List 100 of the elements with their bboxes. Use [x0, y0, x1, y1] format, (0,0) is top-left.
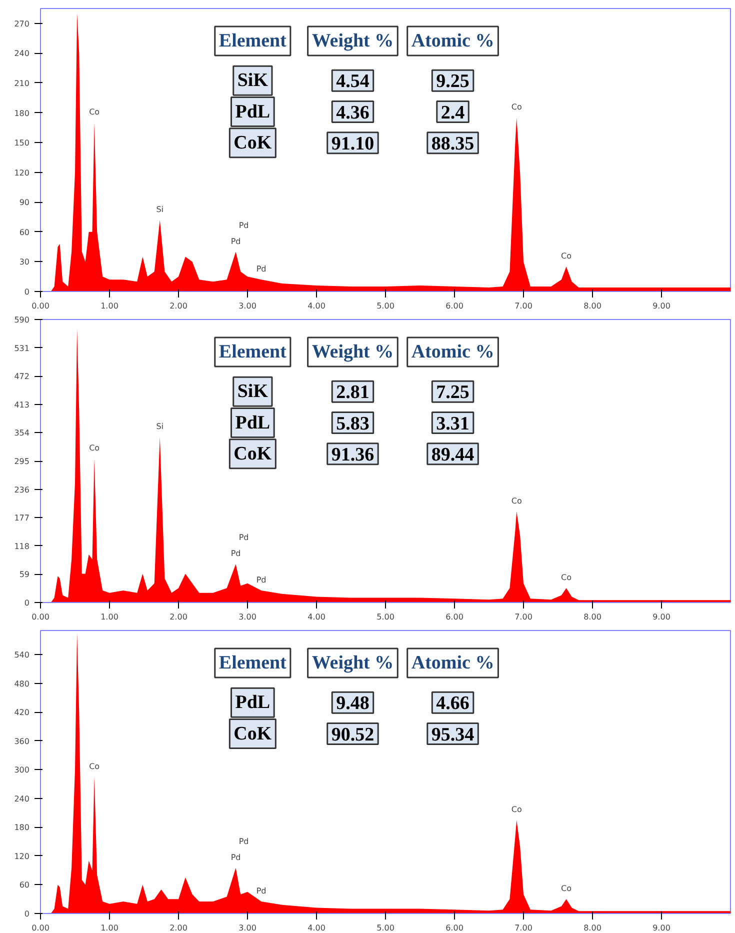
x-tick-label: 0.00 — [32, 924, 50, 932]
annotation: 5.83 — [336, 413, 370, 434]
annotation: Pd — [238, 836, 249, 846]
annotation: Pd — [256, 886, 266, 896]
annotation: Pd — [256, 264, 266, 274]
x-tick-label: 2.00 — [170, 612, 188, 622]
x-tick-label: 5.00 — [376, 302, 394, 310]
annotation: PdL — [235, 412, 270, 434]
y-tick-label: 0 — [24, 598, 30, 608]
annotation: PdL — [235, 101, 270, 122]
annotation: 7.25 — [436, 382, 470, 404]
y-tick-label: 354 — [14, 428, 30, 438]
annotation: CoK — [234, 723, 272, 744]
annotation: Pd — [238, 220, 249, 230]
annotation: 89.44 — [431, 444, 475, 466]
x-tick-label: 9.00 — [652, 302, 670, 310]
y-tick-label: 60 — [19, 228, 30, 237]
y-tick-label: 420 — [14, 708, 30, 718]
annotation: 9.48 — [336, 693, 370, 714]
x-tick-label: 0.00 — [32, 612, 50, 622]
annotation: Si — [156, 205, 164, 214]
annotation: Weight % — [312, 30, 394, 52]
x-tick-label: 3.00 — [238, 302, 256, 310]
x-tick-label: 3.00 — [238, 612, 256, 622]
x-tick-label: 5.00 — [376, 612, 394, 622]
annotation: CoK — [234, 132, 272, 154]
y-tick-label: 30 — [19, 258, 30, 267]
y-tick-label: 540 — [14, 650, 30, 660]
x-tick-label: 0.00 — [32, 302, 50, 310]
annotation: Pd — [230, 236, 241, 246]
x-tick-label: 6.00 — [446, 302, 464, 310]
x-tick-label: 3.00 — [238, 924, 256, 932]
x-tick-label: 7.00 — [514, 612, 532, 622]
x-tick-label: 8.00 — [584, 302, 602, 310]
annotation: 91.10 — [331, 133, 374, 154]
annotation: Pd — [230, 549, 241, 558]
annotation: 90.52 — [331, 724, 374, 746]
x-tick-label: 9.00 — [652, 924, 670, 932]
annotation: Atomic % — [411, 342, 494, 363]
y-tick-label: 118 — [14, 542, 30, 551]
annotation: 4.66 — [436, 693, 470, 714]
x-tick-label: 4.00 — [308, 924, 326, 932]
annotation: Element — [218, 652, 288, 674]
x-tick-label: 2.00 — [170, 924, 188, 932]
annotation: PdL — [235, 692, 270, 714]
annotation: 3.31 — [436, 413, 470, 434]
y-tick-label: 90 — [19, 198, 30, 208]
annotation: Co — [89, 762, 100, 771]
annotation: 91.36 — [331, 444, 374, 466]
y-tick-label: 480 — [14, 679, 30, 688]
annotation: Pd — [238, 533, 249, 542]
y-tick-label: 413 — [14, 400, 30, 410]
annotation: 95.34 — [431, 724, 475, 746]
y-tick-label: 177 — [14, 514, 30, 523]
x-tick-label: 4.00 — [308, 302, 326, 310]
y-tick-label: 295 — [14, 457, 30, 466]
y-tick-label: 240 — [14, 49, 30, 58]
y-tick-label: 236 — [14, 485, 30, 494]
annotation: Atomic % — [411, 30, 494, 52]
y-tick-label: 60 — [19, 880, 30, 890]
annotation: Co — [561, 252, 572, 261]
annotation: Co — [511, 496, 522, 506]
y-tick-label: 270 — [14, 19, 30, 28]
y-tick-label: 210 — [14, 78, 30, 88]
y-tick-label: 120 — [14, 852, 30, 861]
x-tick-label: 7.00 — [514, 302, 532, 310]
y-tick-label: 531 — [14, 344, 30, 353]
y-tick-label: 0 — [24, 288, 30, 296]
annotation: Co — [561, 573, 572, 582]
annotation: Co — [89, 108, 100, 117]
annotation: Weight % — [312, 342, 394, 363]
y-tick-label: 590 — [14, 316, 30, 324]
annotation: Co — [561, 884, 572, 894]
x-tick-label: 2.00 — [170, 302, 188, 310]
x-tick-label: 1.00 — [100, 612, 118, 622]
x-tick-label: 8.00 — [584, 924, 602, 932]
annotation: 9.25 — [436, 71, 470, 92]
x-tick-label: 4.00 — [308, 612, 326, 622]
y-tick-label: 472 — [14, 372, 30, 382]
y-tick-label: 120 — [14, 168, 30, 178]
y-tick-label: 180 — [14, 823, 30, 832]
annotation: Co — [511, 102, 522, 112]
x-tick-label: 1.00 — [100, 924, 118, 932]
x-tick-label: 6.00 — [446, 924, 464, 932]
x-tick-label: 6.00 — [446, 612, 464, 622]
y-tick-label: 0 — [24, 910, 30, 918]
annotation: SiK — [237, 70, 268, 92]
annotation: Pd — [230, 852, 241, 862]
annotation: Element — [218, 342, 288, 363]
y-tick-label: 180 — [14, 108, 30, 118]
annotation: SiK — [237, 381, 268, 402]
annotation: Si — [156, 422, 164, 432]
annotation: Pd — [256, 576, 266, 585]
y-tick-label: 150 — [14, 138, 30, 148]
x-tick-label: 9.00 — [652, 612, 670, 622]
x-tick-label: 7.00 — [514, 924, 532, 932]
y-tick-label: 300 — [14, 766, 30, 775]
y-tick-label: 240 — [14, 794, 30, 804]
annotation: 2.81 — [336, 382, 370, 404]
x-tick-label: 5.00 — [376, 924, 394, 932]
